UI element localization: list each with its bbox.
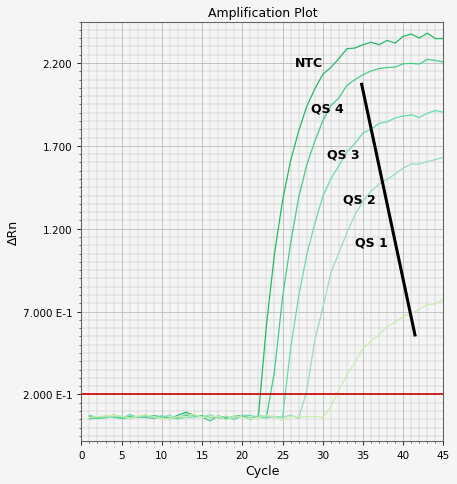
Text: QS 2: QS 2 [343,193,376,206]
Text: QS 3: QS 3 [327,148,359,161]
Text: QS 1: QS 1 [355,236,388,249]
Text: NTC: NTC [295,57,323,70]
Text: QS 4: QS 4 [311,102,343,115]
Y-axis label: ΔRn: ΔRn [7,219,20,244]
Title: Amplification Plot: Amplification Plot [207,7,317,20]
X-axis label: Cycle: Cycle [245,464,280,477]
